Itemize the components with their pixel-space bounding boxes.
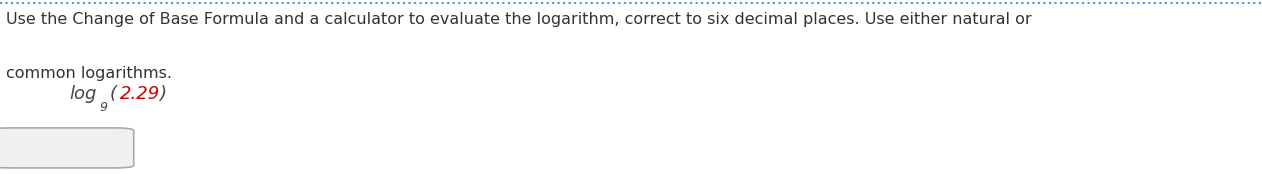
Text: log: log	[69, 85, 97, 103]
Text: common logarithms.: common logarithms.	[6, 66, 173, 81]
Text: Use the Change of Base Formula and a calculator to evaluate the logarithm, corre: Use the Change of Base Formula and a cal…	[6, 12, 1032, 27]
Text: 9: 9	[100, 101, 107, 114]
Text: (: (	[110, 85, 117, 103]
Text: ): )	[159, 85, 167, 103]
FancyBboxPatch shape	[0, 128, 134, 168]
Text: 2.29: 2.29	[120, 85, 160, 103]
